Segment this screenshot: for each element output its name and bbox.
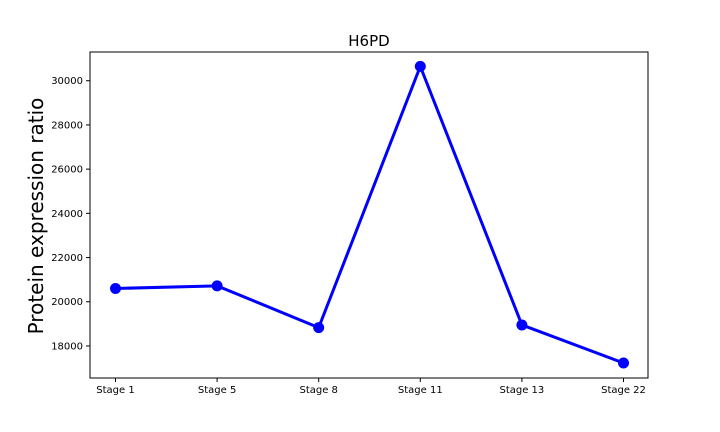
x-tick-label: Stage 8 — [299, 385, 337, 396]
data-point — [110, 282, 121, 294]
data-point — [414, 60, 426, 72]
y-tick-label: 30000 — [51, 76, 83, 87]
y-axis-label: Protein expression ratio — [24, 98, 48, 335]
y-tick-label: 26000 — [51, 165, 83, 176]
y-axis-ticks: 18000 20000 22000 24000 26000 28000 30000 — [51, 76, 90, 352]
data-point — [618, 357, 629, 369]
data-point — [313, 322, 325, 334]
series-group — [110, 60, 629, 369]
x-tick-label: Stage 13 — [499, 385, 544, 396]
x-tick-label: Stage 5 — [198, 385, 236, 396]
series-line — [115, 64, 625, 365]
data-point — [211, 280, 223, 292]
y-tick-label: 20000 — [51, 297, 83, 308]
x-tick-label: Stage 22 — [601, 385, 646, 396]
x-axis-ticks: Stage 1 Stage 5 Stage 8 Stage 11 Stage 13 Sta… — [96, 378, 646, 396]
chart-title: H6PD — [348, 32, 389, 50]
y-tick-label: 22000 — [51, 253, 83, 264]
plot-frame — [89, 51, 649, 379]
data-point — [516, 319, 528, 331]
y-tick-label: 28000 — [51, 120, 83, 131]
x-tick-label: Stage 1 — [96, 385, 134, 396]
x-tick-label: Stage 11 — [398, 385, 443, 396]
y-tick-label: 24000 — [51, 209, 83, 220]
y-tick-label: 18000 — [51, 341, 83, 352]
